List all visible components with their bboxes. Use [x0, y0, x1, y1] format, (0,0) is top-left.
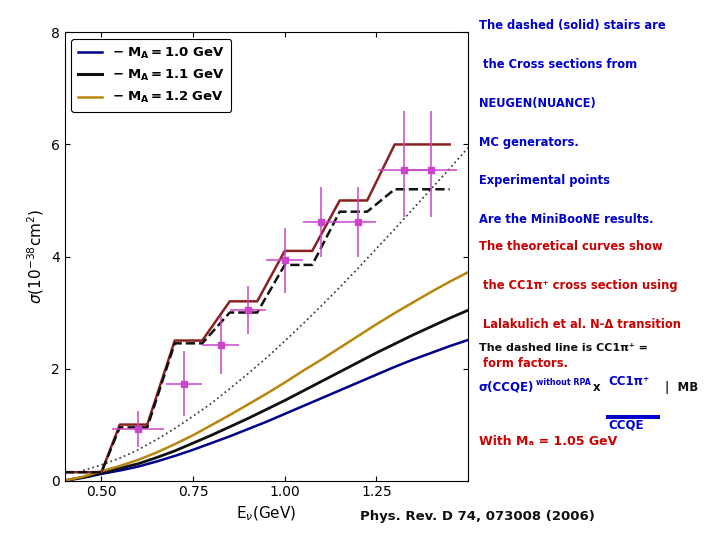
Text: The dashed (solid) stairs are: The dashed (solid) stairs are [479, 19, 665, 32]
Y-axis label: $\sigma(10^{-38}\mathrm{cm}^{2})$: $\sigma(10^{-38}\mathrm{cm}^{2})$ [24, 209, 45, 304]
X-axis label: $\mathrm{E}_{\nu}(\mathrm{GeV})$: $\mathrm{E}_{\nu}(\mathrm{GeV})$ [236, 505, 297, 523]
Text: x: x [593, 381, 600, 394]
Legend: $\mathbf{-\ M_A = 1.0\ GeV}$, $\mathbf{-\ M_A = 1.1\ GeV}$, $\mathbf{-\ M_A = 1.: $\mathbf{-\ M_A = 1.0\ GeV}$, $\mathbf{-… [71, 39, 231, 112]
Text: the Cross sections from: the Cross sections from [479, 58, 637, 71]
Text: CC1π⁺: CC1π⁺ [608, 375, 649, 388]
Text: |  MB: | MB [665, 381, 698, 394]
Text: The dashed line is CC1π⁺ =: The dashed line is CC1π⁺ = [479, 343, 648, 353]
Text: NEUGEN(NUANCE): NEUGEN(NUANCE) [479, 97, 595, 110]
Text: The theoretical curves show: The theoretical curves show [479, 240, 662, 253]
Text: σ(CCQE): σ(CCQE) [479, 381, 534, 394]
Text: CCQE: CCQE [608, 418, 644, 431]
Text: With Mₐ = 1.05 GeV: With Mₐ = 1.05 GeV [479, 435, 617, 448]
Text: the CC1π⁺ cross section using: the CC1π⁺ cross section using [479, 279, 678, 292]
Text: Phys. Rev. D 74, 073008 (2006): Phys. Rev. D 74, 073008 (2006) [360, 510, 595, 523]
Text: without RPA: without RPA [536, 378, 591, 387]
Text: Are the MiniBooNE results.: Are the MiniBooNE results. [479, 213, 653, 226]
Text: MC generators.: MC generators. [479, 136, 579, 148]
Text: form factors.: form factors. [479, 357, 568, 370]
Text: Lalakulich et al. N-Δ transition: Lalakulich et al. N-Δ transition [479, 318, 681, 331]
Text: Experimental points: Experimental points [479, 174, 610, 187]
